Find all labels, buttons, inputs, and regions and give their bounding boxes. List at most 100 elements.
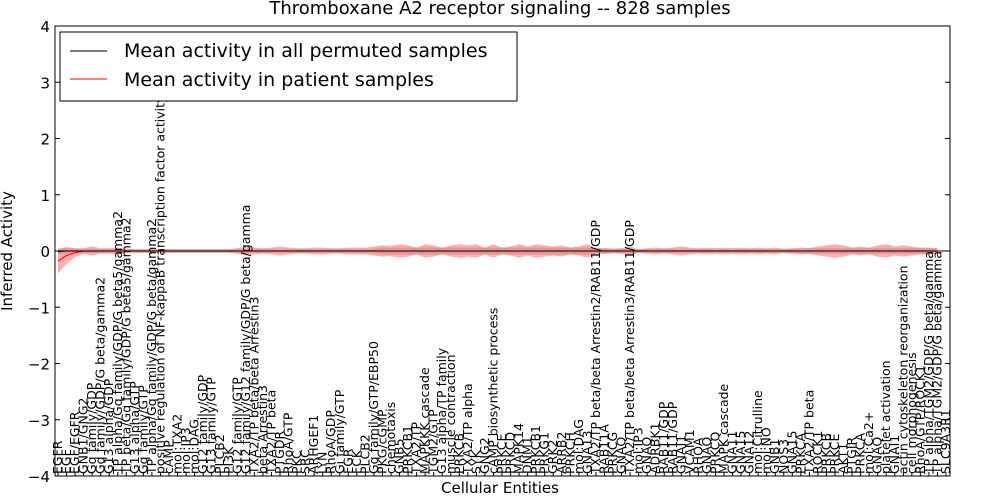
x-tick-label: SLC9A3R1 xyxy=(938,409,953,474)
x-tick-label: G12 family/GDP xyxy=(195,374,210,474)
x-tick-label: G13 family/GTP xyxy=(204,377,219,474)
x-tick-label: PRKCE xyxy=(494,434,509,474)
legend-box xyxy=(59,31,518,102)
confidence-bands xyxy=(58,244,938,274)
x-tick-label: EGF xyxy=(59,449,74,474)
x-tick-label: mol:IP3 xyxy=(631,427,646,474)
x-tick-label: platelet activation xyxy=(878,360,893,474)
y-axis-label: Inferred Activity xyxy=(0,191,16,311)
x-tick-label: PRKG1 xyxy=(537,432,552,474)
x-tick-label: TP alpha/Gq family/GDP/G beta/gamma2 xyxy=(144,219,159,475)
x-tick-label: SYK xyxy=(468,449,483,474)
x-tick-label: PRKCE xyxy=(827,434,842,474)
x-tick-label: PLCB2 xyxy=(212,434,227,474)
x-tick-label: TXA2/TP beta/beta Arrestin3 xyxy=(246,297,261,475)
x-tick-label: G12 family/G12 family/GDP/G beta/gamma xyxy=(238,205,253,474)
x-tick-label: GNG2 xyxy=(477,437,492,474)
x-tick-label: TP beta/Gq family/GDP/G beta5/gamma2 xyxy=(118,217,133,475)
x-tick-label: RhoA/GTP/ROCK1 xyxy=(912,365,927,474)
x-tick-label: ROCK1 xyxy=(810,431,825,474)
y-tick-label: 4 xyxy=(40,18,50,36)
x-tick-label: PRKCB1 xyxy=(528,425,543,474)
x-tick-label: PRKCQ xyxy=(708,432,723,474)
x-tick-label: GNB1 xyxy=(767,438,782,474)
x-tick-label: GRK2 xyxy=(545,439,560,474)
x-tick-label: PRKCD xyxy=(503,432,518,474)
x-tick-label: Gq family/GDP xyxy=(84,382,99,474)
x-tick-label: mol:DAG xyxy=(187,419,202,474)
legend-label-permuted: Mean activity in all permuted samples xyxy=(124,40,487,62)
x-tick-label: GNA11 xyxy=(725,431,740,475)
x-tick-label: GNAI1 xyxy=(673,435,688,474)
x-tick-label: mol:Citrulline xyxy=(750,390,765,474)
x-tick-label: mol:NO xyxy=(759,427,774,474)
x-tick-label: Gq family/GDP/G beta/gamma2 xyxy=(93,277,108,474)
x-tick-label: RAB11/GDP xyxy=(656,401,671,474)
x-tick-label: GNAQ xyxy=(614,437,629,474)
x-tick-label: GNA12 xyxy=(742,431,757,475)
x-tick-label: TP alpha/Gq family/GDP/G beta5/gamma2 xyxy=(110,211,125,475)
y-tick-label: 0 xyxy=(40,243,50,261)
x-tick-label: GNAQ xyxy=(699,437,714,474)
x-tick-label: mol:TXA2 xyxy=(170,414,185,474)
x-tick-label: actin cytoskeleton reorganization xyxy=(895,265,910,474)
y-tick-label: 2 xyxy=(40,131,50,149)
y-tick-label: 1 xyxy=(40,187,50,205)
y-axis-ticks: −4 −3 −2 −1 0 1 2 3 4 xyxy=(28,18,950,486)
x-tick-label: PRKCG xyxy=(605,432,620,474)
x-tick-label: cAMP biosynthetic process xyxy=(486,308,501,474)
x-tick-label: MAPK cascade xyxy=(716,383,731,474)
x-tick-label: VCAM1 xyxy=(682,429,697,474)
x-tick-label: PI3K xyxy=(221,446,236,474)
chart-title: Thromboxane A2 receptor signaling -- 828… xyxy=(268,0,730,19)
y-tick-label: −2 xyxy=(28,356,50,374)
x-tick-label: TXA2/TP xyxy=(409,421,424,475)
x-tick-label: GNB1/GNG2 xyxy=(76,398,91,474)
x-tick-label: PRKCB xyxy=(819,433,834,474)
x-tick-label: FCK xyxy=(349,449,364,474)
x-tick-label: positive regulation of NF-kappaB transcr… xyxy=(153,95,168,474)
x-tick-label: Gq family/GTP xyxy=(135,385,150,474)
x-tick-label: muscle contraction xyxy=(443,354,458,474)
x-tick-label: LYN xyxy=(315,452,330,474)
x-tick-label: beta Arrestin3 xyxy=(255,385,270,474)
x-tick-label: ARRB2 xyxy=(554,432,569,474)
x-tick-label: Gq family/GTP/EBP50 xyxy=(366,341,381,474)
band-patient xyxy=(58,244,938,274)
x-tick-label: PLCB2 xyxy=(357,434,372,474)
x-tick-label: MAPK14 xyxy=(511,423,526,474)
x-tick-label: Gi family/GTP xyxy=(332,389,347,474)
x-tick-label: G12 family/GTP xyxy=(229,377,244,474)
legend-label-patient: Mean activity in patient samples xyxy=(124,69,434,91)
x-tick-label: EGF/EGFR xyxy=(67,411,82,474)
x-tick-label: PTGIR xyxy=(844,436,859,474)
x-tick-label: RAB11/GDP xyxy=(665,401,680,474)
x-tick-label: cAMP xyxy=(161,440,176,474)
x-tick-label: GNA13 xyxy=(579,431,594,475)
x-tick-label: RAB11A xyxy=(597,424,612,474)
x-tick-label: mol:IP3 xyxy=(178,427,193,474)
x-tick-label: GNB5 xyxy=(392,438,407,474)
x-tick-label: PRKCB1 xyxy=(400,425,415,474)
x-tick-label: G13 alpha/GTP xyxy=(127,381,142,474)
x-tick-label: chemotaxis xyxy=(383,402,398,474)
y-tick-label: −1 xyxy=(28,299,50,317)
x-tick-label: GNAQ xyxy=(870,437,885,474)
x-tick-label: EGFR xyxy=(50,440,65,474)
x-tick-label: RhoA/GDP xyxy=(323,410,338,474)
x-tick-label: AKT1 xyxy=(836,443,851,474)
x-tick-label: SRC xyxy=(298,449,313,474)
x-tick-label: FGR xyxy=(340,448,355,474)
x-tick-label: PKC xyxy=(289,450,304,474)
x-tick-label: GNAQ xyxy=(639,437,654,474)
x-tick-label: ADRBK1 xyxy=(648,422,663,474)
x-tick-label: DNM1 xyxy=(520,436,535,474)
x-tick-label: mol:Ca2+ xyxy=(861,412,876,474)
x-tick-label: NOS3 xyxy=(776,439,791,474)
x-tick-label: mol:DAG xyxy=(571,419,586,474)
x-tick-label: TXA2/TP beta/beta Arrestin3/RAB11/GDP xyxy=(622,220,637,475)
x-tick-label: TP alpha/TGM2/GDP/G beta/gamma xyxy=(921,251,936,475)
x-tick-label: G13 alpha/TP family xyxy=(434,347,449,474)
